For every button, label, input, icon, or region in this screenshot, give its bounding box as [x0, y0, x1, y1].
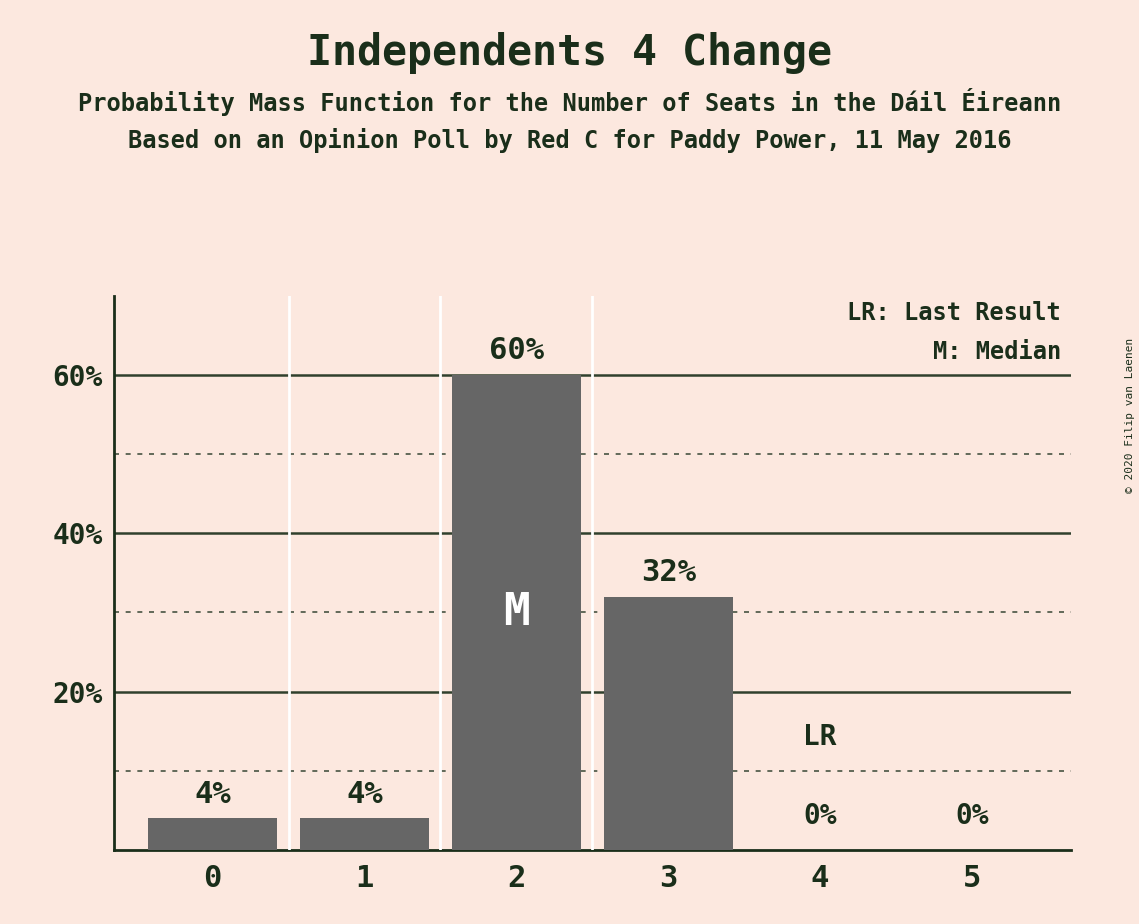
Text: Independents 4 Change: Independents 4 Change: [308, 32, 831, 74]
Text: Based on an Opinion Poll by Red C for Paddy Power, 11 May 2016: Based on an Opinion Poll by Red C for Pa…: [128, 128, 1011, 152]
Text: 0%: 0%: [803, 802, 837, 831]
Text: Probability Mass Function for the Number of Seats in the Dáil Éireann: Probability Mass Function for the Number…: [77, 88, 1062, 116]
Bar: [452, 375, 581, 850]
Text: LR: LR: [803, 723, 837, 751]
Text: 4%: 4%: [346, 780, 383, 808]
Text: 4%: 4%: [195, 780, 231, 808]
Text: LR: Last Result: LR: Last Result: [847, 301, 1062, 325]
Bar: [300, 819, 429, 850]
Text: © 2020 Filip van Laenen: © 2020 Filip van Laenen: [1125, 338, 1134, 493]
Text: 32%: 32%: [640, 558, 696, 587]
Text: 60%: 60%: [489, 336, 544, 365]
Text: 0%: 0%: [956, 802, 989, 831]
Text: M: M: [503, 591, 530, 634]
Text: M: Median: M: Median: [933, 340, 1062, 364]
Bar: [604, 597, 732, 850]
Bar: [148, 819, 277, 850]
